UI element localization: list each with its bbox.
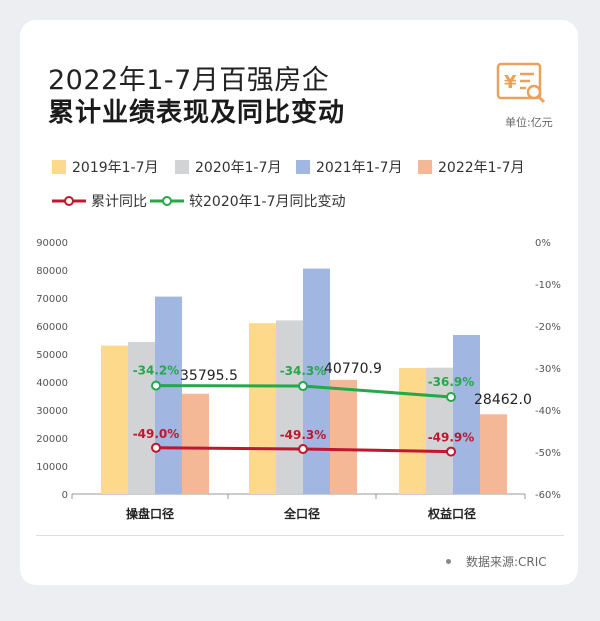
legend-item-cumulative-yoy: 累计同比	[52, 191, 147, 211]
currency-report-icon: ¥	[496, 60, 548, 106]
legend-label-2019: 2019年1-7月	[72, 160, 159, 176]
legend-item-2020: 2020年1-7月	[175, 157, 282, 177]
legend-swatch-2022	[418, 160, 432, 174]
legend-item-2022: 2022年1-7月	[418, 157, 525, 177]
legend-label-2020: 2020年1-7月	[195, 160, 282, 176]
legend-marker-red	[52, 195, 86, 207]
legend-label-vs-2020: 较2020年1-7月同比变动	[189, 194, 346, 210]
legend-label-cumulative-yoy: 累计同比	[91, 194, 147, 210]
legend-item-2019: 2019年1-7月	[52, 157, 159, 177]
footer-divider	[36, 535, 564, 536]
legend-item-vs-2020: 较2020年1-7月同比变动	[150, 191, 346, 211]
legend-label-2021: 2021年1-7月	[316, 160, 403, 176]
source-bullet	[446, 559, 451, 564]
legend-swatch-2020	[175, 160, 189, 174]
legend-swatch-2019	[52, 160, 66, 174]
unit-label: 单位:亿元	[505, 114, 553, 130]
legend-label-2022: 2022年1-7月	[438, 160, 525, 176]
legend-item-2021: 2021年1-7月	[296, 157, 403, 177]
legend-swatch-2021	[296, 160, 310, 174]
title-line-2: 累计业绩表现及同比变动	[48, 92, 345, 129]
svg-text:¥: ¥	[504, 72, 517, 93]
source-label: 数据来源:CRIC	[466, 553, 547, 570]
legend-marker-green	[150, 195, 184, 207]
